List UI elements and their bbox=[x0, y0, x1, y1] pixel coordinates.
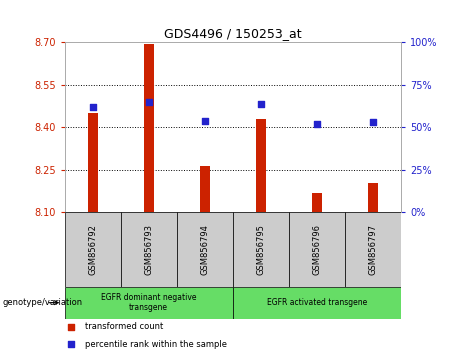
Bar bbox=[65, 212, 121, 287]
Bar bbox=[200, 166, 210, 212]
Text: EGFR dominant negative
transgene: EGFR dominant negative transgene bbox=[101, 293, 196, 312]
Point bbox=[201, 118, 208, 124]
Bar bbox=[121, 212, 177, 287]
Bar bbox=[177, 212, 233, 287]
Text: GSM856795: GSM856795 bbox=[256, 224, 266, 275]
Point bbox=[313, 121, 321, 127]
Text: genotype/variation: genotype/variation bbox=[2, 298, 83, 307]
Text: GSM856793: GSM856793 bbox=[144, 224, 153, 275]
Bar bbox=[233, 287, 401, 319]
Point bbox=[89, 104, 96, 110]
Text: GSM856792: GSM856792 bbox=[88, 224, 97, 275]
Bar bbox=[88, 113, 98, 212]
Bar bbox=[65, 287, 233, 319]
Text: transformed count: transformed count bbox=[85, 322, 163, 331]
Point bbox=[68, 341, 75, 347]
Point bbox=[257, 101, 265, 107]
Point bbox=[145, 99, 152, 105]
Bar bbox=[144, 44, 154, 212]
Text: GSM856794: GSM856794 bbox=[200, 224, 209, 275]
Bar bbox=[345, 212, 401, 287]
Text: GSM856797: GSM856797 bbox=[368, 224, 378, 275]
Text: percentile rank within the sample: percentile rank within the sample bbox=[85, 339, 227, 349]
Bar bbox=[368, 183, 378, 212]
Text: GSM856796: GSM856796 bbox=[313, 224, 321, 275]
Point bbox=[369, 120, 377, 125]
Text: EGFR activated transgene: EGFR activated transgene bbox=[267, 298, 367, 307]
Bar bbox=[289, 212, 345, 287]
Point bbox=[68, 324, 75, 329]
Bar bbox=[233, 212, 289, 287]
Bar bbox=[256, 119, 266, 212]
Bar bbox=[312, 193, 322, 212]
Title: GDS4496 / 150253_at: GDS4496 / 150253_at bbox=[164, 27, 301, 40]
